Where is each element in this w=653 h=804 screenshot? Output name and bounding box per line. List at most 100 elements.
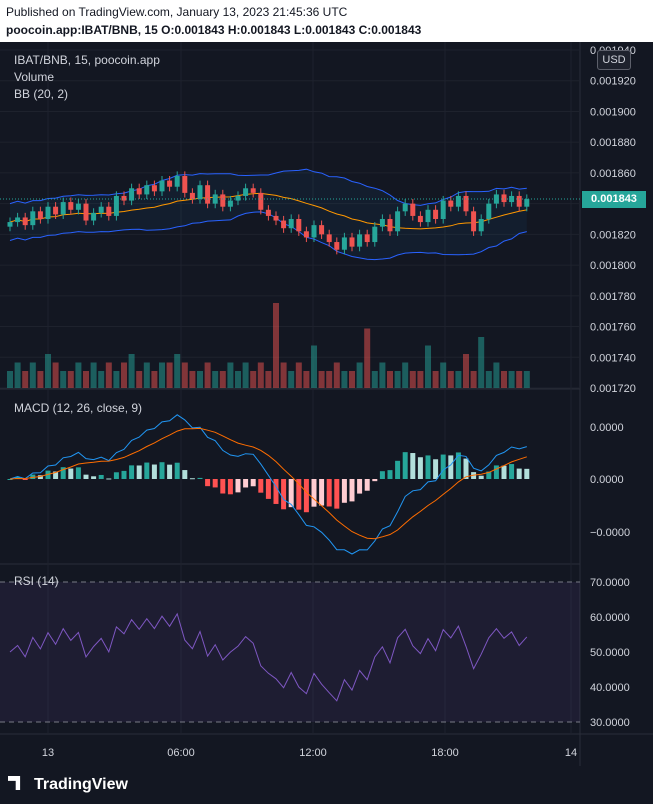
- publish-header: Published on TradingView.com, January 13…: [0, 0, 653, 42]
- volume-bar: [83, 371, 89, 388]
- x-tick: 18:00: [431, 747, 459, 759]
- candle-body: [106, 206, 112, 216]
- main-pane[interactable]: [0, 168, 580, 388]
- candle-body: [113, 195, 119, 216]
- tradingview-logo[interactable]: TradingView: [8, 776, 128, 794]
- candle-body: [509, 195, 515, 203]
- candle-body: [402, 203, 408, 212]
- chart-canvas[interactable]: 0.0019400.0019200.0019000.0018800.001860…: [0, 42, 653, 766]
- volume-bar: [265, 371, 272, 388]
- volume-bar: [212, 371, 219, 388]
- macd-histogram-bar: [91, 476, 97, 479]
- macd-histogram-bar: [281, 479, 287, 510]
- main-y-tick: 0.001920: [590, 76, 636, 88]
- volume-bar: [219, 371, 226, 388]
- volume-bar: [143, 362, 150, 388]
- macd-histogram-bar: [227, 479, 233, 495]
- candle-body: [334, 242, 340, 250]
- macd-histogram-bar: [273, 479, 279, 504]
- candle-body: [129, 188, 135, 201]
- volume-bar: [333, 362, 340, 388]
- volume-bar: [463, 354, 469, 388]
- candle-body: [75, 203, 81, 210]
- ohlc-line: poocoin.app:IBAT/BNB, 15 O:0.001843 H:0.…: [6, 23, 422, 37]
- candle-body: [440, 200, 446, 219]
- volume-bar: [227, 362, 234, 388]
- macd-histogram-bar: [235, 479, 241, 493]
- volume-bar: [75, 362, 82, 388]
- macd-histogram-bar: [288, 479, 294, 508]
- candle-body: [197, 185, 203, 200]
- volume-bar: [136, 371, 143, 388]
- volume-bar: [197, 371, 203, 388]
- volume-bar: [409, 371, 416, 388]
- volume-bar: [493, 362, 500, 388]
- macd-histogram-bar: [98, 474, 104, 479]
- volume-bar: [90, 362, 97, 388]
- candle-body: [45, 206, 51, 219]
- volume-bar: [151, 371, 158, 388]
- candle-body: [151, 185, 157, 192]
- volume-bar: [105, 362, 112, 388]
- volume-bar: [242, 362, 249, 388]
- macd-histogram-bar: [349, 479, 355, 502]
- volume-bar: [349, 371, 355, 388]
- macd-histogram-bar: [372, 479, 378, 482]
- volume-bar: [113, 371, 120, 388]
- macd-histogram-bar: [68, 468, 74, 479]
- macd-line: [9, 414, 527, 555]
- rsi-pane[interactable]: [0, 581, 580, 723]
- macd-histogram-bar: [220, 479, 226, 494]
- candle-body: [303, 231, 309, 238]
- volume-bar: [60, 371, 67, 388]
- volume-bar: [52, 362, 59, 388]
- macd-histogram-bar: [516, 468, 522, 479]
- macd-histogram-bar: [30, 474, 36, 479]
- macd-histogram-bar: [379, 471, 385, 479]
- macd-histogram-bar: [402, 452, 408, 479]
- macd-histogram-bar: [129, 465, 135, 479]
- candle-body: [53, 206, 59, 215]
- candle-body: [243, 188, 249, 196]
- volume-bar: [45, 354, 51, 388]
- volume-bar: [523, 371, 530, 388]
- macd-signal-line: [9, 427, 527, 540]
- candle-body: [265, 209, 271, 216]
- volume-bar: [166, 362, 173, 388]
- candle-body: [250, 188, 256, 193]
- candle-body: [486, 203, 492, 219]
- macd-histogram-bar: [296, 479, 302, 510]
- macd-histogram-bar: [410, 453, 416, 479]
- volume-bar: [508, 371, 515, 388]
- volume-bar: [22, 371, 29, 388]
- volume-bar: [516, 371, 523, 388]
- volume-bar: [485, 371, 492, 388]
- macd-histogram-bar: [478, 475, 484, 479]
- macd-histogram-bar: [311, 479, 317, 507]
- macd-histogram-bar: [243, 479, 249, 488]
- candle-body: [395, 211, 401, 232]
- volume-bar: [295, 362, 302, 388]
- main-y-tick: 0.001820: [590, 229, 636, 241]
- candle-body: [417, 215, 423, 223]
- candle-body: [83, 203, 89, 221]
- volume-bar: [402, 362, 409, 388]
- volume-bar: [371, 371, 378, 388]
- macd-pane[interactable]: [7, 414, 530, 555]
- volume-bar: [432, 371, 439, 388]
- candle-body: [68, 202, 74, 210]
- currency-button[interactable]: USD: [597, 50, 631, 70]
- macd-y-tick: 0.0000: [590, 474, 624, 486]
- volume-bar: [67, 371, 74, 388]
- macd-histogram-bar: [486, 471, 492, 479]
- volume-bar: [425, 345, 431, 388]
- volume-bar: [37, 371, 44, 388]
- volume-bar: [379, 362, 386, 388]
- axes: 0.0019400.0019200.0019000.0018800.001860…: [42, 45, 636, 759]
- candle-body: [296, 219, 302, 232]
- candle-body: [493, 194, 499, 204]
- macd-histogram-bar: [455, 452, 461, 479]
- main-y-tick: 0.001740: [590, 352, 636, 364]
- macd-histogram-bar: [113, 472, 119, 479]
- volume-bar: [417, 371, 424, 388]
